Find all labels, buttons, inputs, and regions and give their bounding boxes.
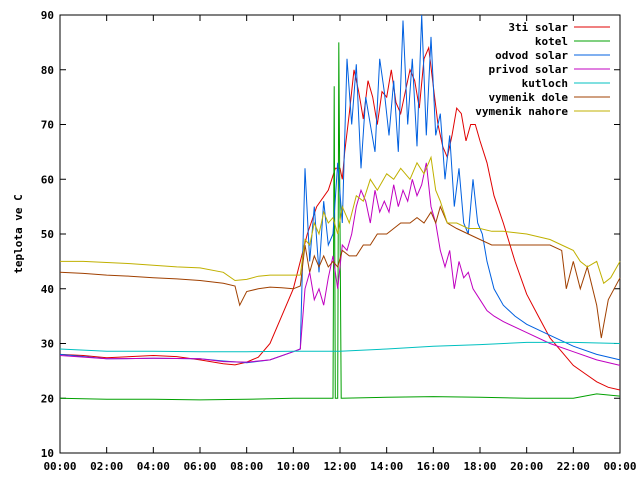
x-tick-label: 02:00 [90, 460, 123, 473]
y-tick-label: 30 [41, 338, 54, 351]
x-axis-ticks: 00:00 02:00 04:00 06:00 08:00 10:00 12:00 14:00… [43, 15, 637, 473]
x-tick-label: 04:00 [137, 460, 170, 473]
x-tick-label: 00:00 [603, 460, 636, 473]
legend-label: 3ti solar [508, 21, 568, 34]
x-tick-label: 20:00 [510, 460, 543, 473]
y-tick-label: 40 [41, 283, 54, 296]
x-tick-label: 00:00 [43, 460, 76, 473]
legend-label: vymenik dole [489, 91, 569, 104]
series-line-vymenik-nahore [60, 155, 621, 285]
y-tick-label: 60 [41, 173, 54, 186]
x-tick-label: 18:00 [463, 460, 496, 473]
y-tick-label: 90 [41, 9, 54, 22]
legend-label: odvod solar [495, 49, 568, 62]
y-tick-label: 20 [41, 392, 54, 405]
series-line-kutloch [59, 341, 621, 353]
series-line-odvod-solar [59, 14, 621, 364]
series-lines [59, 14, 621, 401]
series-line-vymenik-dole [59, 205, 621, 339]
x-tick-label: 06:00 [183, 460, 216, 473]
x-tick-label: 14:00 [370, 460, 403, 473]
y-tick-label: 10 [41, 447, 54, 460]
legend-label: kutloch [522, 77, 568, 90]
y-tick-label: 50 [41, 228, 54, 241]
x-tick-label: 10:00 [277, 460, 310, 473]
y-tick-label: 80 [41, 64, 54, 77]
x-tick-label: 22:00 [557, 460, 590, 473]
y-axis-label: teplota ve C [12, 194, 25, 273]
x-tick-label: 12:00 [323, 460, 356, 473]
legend-label: vymenik nahore [475, 105, 568, 118]
y-tick-label: 70 [41, 119, 54, 132]
legend-label: kotel [535, 35, 568, 48]
x-tick-label: 16:00 [417, 460, 450, 473]
y-axis-ticks: 10 20 30 40 50 60 70 80 90 [41, 9, 620, 460]
legend-label: privod solar [489, 63, 569, 76]
x-tick-label: 08:00 [230, 460, 263, 473]
series-line-privod-solar [59, 162, 621, 366]
series-line-kotel [59, 42, 621, 401]
